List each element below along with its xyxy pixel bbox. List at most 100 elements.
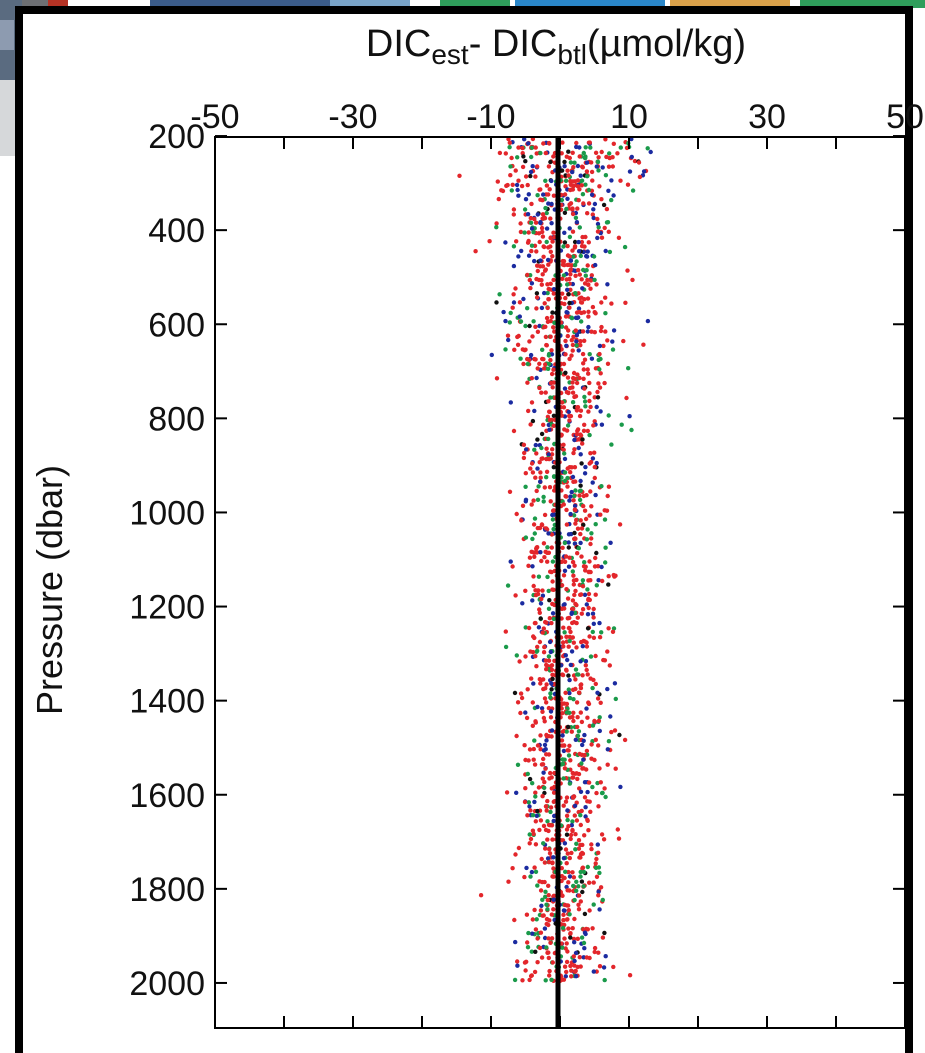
data-point <box>499 188 504 193</box>
data-point <box>564 668 569 673</box>
data-point <box>571 370 577 376</box>
data-point <box>521 296 526 302</box>
data-point <box>550 517 556 522</box>
data-point <box>572 465 578 470</box>
data-point <box>537 460 542 465</box>
data-point <box>546 752 552 757</box>
data-point <box>583 154 588 159</box>
data-point <box>543 846 548 851</box>
data-point <box>522 799 528 805</box>
data-point <box>564 634 569 639</box>
data-point <box>566 824 571 829</box>
data-point <box>570 211 576 217</box>
data-point <box>582 732 587 738</box>
data-point <box>546 531 551 536</box>
data-point <box>542 555 547 560</box>
data-point <box>567 276 572 282</box>
data-point <box>525 182 530 188</box>
data-point <box>541 715 547 721</box>
data-point <box>592 757 597 763</box>
data-point <box>520 145 525 151</box>
data-point <box>570 819 575 824</box>
data-point <box>529 376 534 381</box>
data-point <box>573 521 578 526</box>
data-point <box>525 771 530 777</box>
data-point <box>594 874 600 879</box>
data-point <box>604 206 610 212</box>
data-point <box>523 447 529 452</box>
data-point <box>568 662 573 668</box>
data-point <box>535 497 541 502</box>
data-point <box>578 518 583 523</box>
data-point <box>524 715 530 721</box>
data-point <box>545 897 550 903</box>
data-point <box>571 620 577 625</box>
data-point <box>585 587 590 592</box>
data-point <box>566 926 571 931</box>
data-point <box>610 629 616 634</box>
data-point <box>570 229 576 234</box>
data-point <box>590 926 595 931</box>
data-point <box>565 657 570 663</box>
data-point <box>518 229 524 235</box>
data-point <box>645 146 650 151</box>
data-point <box>567 234 573 240</box>
y-tick-label: 1000 <box>129 494 205 532</box>
chart-title-part: - DIC <box>469 23 558 65</box>
data-point <box>551 287 557 292</box>
data-point <box>598 356 603 362</box>
data-point <box>535 212 540 217</box>
data-point <box>595 229 601 234</box>
data-point <box>568 935 573 940</box>
data-point <box>551 616 556 622</box>
data-point <box>534 917 539 922</box>
data-point <box>588 286 593 291</box>
data-point <box>574 310 580 315</box>
data-point <box>563 295 568 301</box>
data-point <box>567 912 572 917</box>
data-point <box>629 154 634 160</box>
data-point <box>533 588 538 593</box>
data-point <box>585 817 590 822</box>
data-point <box>585 249 590 254</box>
data-point <box>543 178 548 183</box>
data-point <box>569 338 574 343</box>
data-point <box>593 865 599 870</box>
data-point <box>570 380 575 385</box>
data-point <box>542 366 547 371</box>
data-point <box>623 300 628 305</box>
data-point <box>609 442 614 447</box>
data-point <box>596 850 601 855</box>
data-point <box>526 408 531 414</box>
data-point <box>551 897 556 902</box>
data-point <box>566 292 571 297</box>
data-point <box>568 758 573 763</box>
data-point <box>520 978 525 983</box>
data-point <box>580 842 585 848</box>
data-point <box>560 729 565 734</box>
data-point <box>586 605 591 611</box>
data-point <box>578 478 583 484</box>
data-point <box>569 635 575 640</box>
data-point <box>597 728 602 734</box>
data-point <box>562 470 568 475</box>
data-point <box>549 348 554 353</box>
data-point <box>559 866 564 871</box>
data-point <box>589 742 594 747</box>
data-point <box>524 912 530 917</box>
data-point <box>518 691 524 696</box>
data-point <box>584 706 589 711</box>
data-point <box>583 814 588 819</box>
data-point <box>616 235 622 240</box>
data-point <box>577 375 582 381</box>
data-point <box>612 728 618 733</box>
data-point <box>575 206 580 211</box>
data-point <box>541 841 546 846</box>
data-point <box>582 795 588 800</box>
data-point <box>541 748 547 753</box>
data-point <box>588 145 593 150</box>
data-point <box>547 409 552 414</box>
data-point <box>524 865 529 871</box>
y-tick-label: 600 <box>148 306 205 344</box>
